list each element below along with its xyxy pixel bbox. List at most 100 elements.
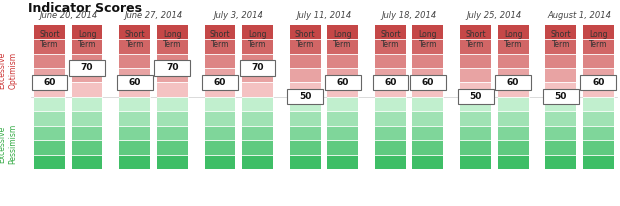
Bar	[242, 154, 273, 169]
Bar	[290, 82, 321, 97]
FancyBboxPatch shape	[202, 75, 238, 90]
Text: Long
Term: Long Term	[589, 30, 608, 49]
FancyBboxPatch shape	[32, 75, 68, 90]
Bar	[375, 97, 406, 111]
Bar	[242, 126, 273, 140]
Bar	[498, 140, 529, 154]
Bar	[546, 140, 577, 154]
Bar	[119, 126, 150, 140]
Bar	[205, 111, 236, 126]
Bar	[242, 39, 273, 54]
Bar	[34, 154, 65, 169]
Bar	[583, 111, 614, 126]
Bar	[375, 39, 406, 54]
Bar	[119, 140, 150, 154]
Bar	[119, 25, 150, 39]
Bar	[34, 68, 65, 82]
Bar	[327, 82, 358, 97]
Bar	[583, 82, 614, 97]
Bar	[157, 82, 188, 97]
Bar	[290, 54, 321, 68]
Bar	[290, 111, 321, 126]
Bar	[119, 97, 150, 111]
FancyBboxPatch shape	[117, 75, 153, 90]
Bar	[498, 25, 529, 39]
Text: 60: 60	[384, 78, 397, 87]
Bar	[375, 111, 406, 126]
Bar	[546, 82, 577, 97]
Text: Short
Term: Short Term	[295, 30, 316, 49]
Bar	[71, 82, 102, 97]
Bar	[583, 39, 614, 54]
Bar	[157, 111, 188, 126]
Bar	[460, 39, 491, 54]
Bar	[327, 154, 358, 169]
FancyBboxPatch shape	[543, 89, 579, 104]
Bar	[460, 154, 491, 169]
Bar	[327, 25, 358, 39]
Text: 70: 70	[251, 63, 264, 73]
Bar	[34, 54, 65, 68]
Text: Excessive
Pessimism: Excessive Pessimism	[0, 124, 17, 164]
Bar	[375, 25, 406, 39]
Bar	[412, 25, 443, 39]
Bar	[546, 68, 577, 82]
Bar	[412, 68, 443, 82]
FancyBboxPatch shape	[69, 60, 105, 76]
Bar	[412, 140, 443, 154]
Bar	[498, 111, 529, 126]
Bar	[290, 126, 321, 140]
Bar	[583, 97, 614, 111]
Bar	[498, 154, 529, 169]
Bar	[460, 54, 491, 68]
Bar	[546, 97, 577, 111]
Text: 50: 50	[299, 92, 311, 101]
Text: 70: 70	[81, 63, 93, 73]
Bar	[290, 97, 321, 111]
Bar	[583, 25, 614, 39]
Text: Long
Term: Long Term	[78, 30, 96, 49]
FancyBboxPatch shape	[580, 75, 616, 90]
Bar	[157, 25, 188, 39]
Text: 60: 60	[128, 78, 141, 87]
Bar	[498, 39, 529, 54]
Bar	[460, 25, 491, 39]
Bar	[546, 126, 577, 140]
Bar	[157, 154, 188, 169]
FancyBboxPatch shape	[410, 75, 446, 90]
Bar	[119, 39, 150, 54]
Bar	[242, 68, 273, 82]
Bar	[498, 68, 529, 82]
Bar	[327, 54, 358, 68]
Bar	[546, 54, 577, 68]
Bar	[119, 68, 150, 82]
Bar	[242, 25, 273, 39]
Bar	[205, 39, 236, 54]
Text: Indicator Scores: Indicator Scores	[28, 2, 142, 15]
Bar	[71, 126, 102, 140]
Bar	[242, 82, 273, 97]
Text: June 27, 2014: June 27, 2014	[125, 11, 183, 20]
Bar	[71, 39, 102, 54]
Bar	[290, 25, 321, 39]
FancyBboxPatch shape	[373, 75, 409, 90]
Text: 60: 60	[337, 78, 349, 87]
Bar	[205, 154, 236, 169]
Bar	[205, 126, 236, 140]
Text: Long
Term: Long Term	[334, 30, 352, 49]
Text: July 11, 2014: July 11, 2014	[296, 11, 352, 20]
Text: 60: 60	[43, 78, 56, 87]
Bar	[375, 82, 406, 97]
Bar	[375, 68, 406, 82]
Bar	[460, 126, 491, 140]
Bar	[546, 25, 577, 39]
Bar	[460, 68, 491, 82]
Text: 50: 50	[469, 92, 482, 101]
Bar	[460, 140, 491, 154]
Bar	[546, 39, 577, 54]
Bar	[71, 111, 102, 126]
Text: June 20, 2014: June 20, 2014	[39, 11, 97, 20]
Text: Long
Term: Long Term	[163, 30, 182, 49]
Text: 60: 60	[592, 78, 604, 87]
Text: Long
Term: Long Term	[248, 30, 267, 49]
